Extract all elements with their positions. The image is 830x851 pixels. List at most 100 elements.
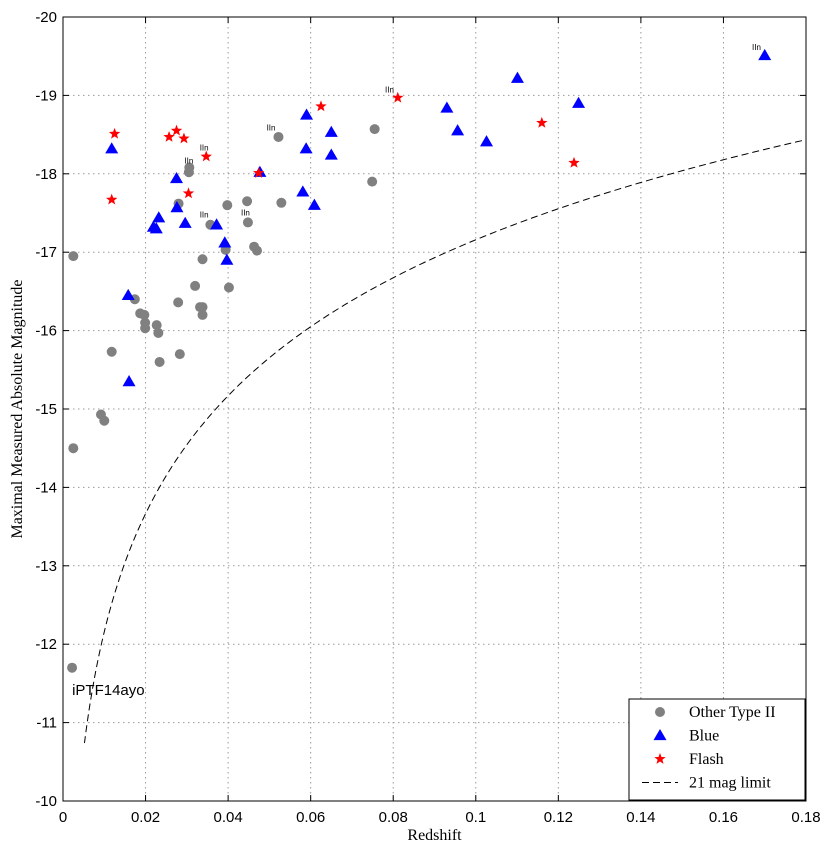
blue-point — [324, 125, 338, 137]
legend-label: 21 mag limit — [689, 775, 771, 792]
blue-point — [451, 124, 465, 136]
other-type-ii-point — [139, 309, 150, 320]
y-tick-label: -15 — [35, 401, 57, 418]
legend-swatch — [655, 707, 665, 717]
x-tick-label: 0 — [59, 809, 67, 826]
blue-point — [121, 288, 135, 300]
other-type-ii-point — [242, 217, 253, 228]
iin-label: IIn — [752, 43, 761, 52]
blue-point — [218, 236, 232, 248]
blue-point — [510, 71, 524, 83]
y-tick-label: -18 — [35, 166, 57, 183]
blue-point — [170, 172, 184, 184]
y-tick-label: -19 — [35, 87, 57, 104]
blue-point — [170, 201, 184, 213]
flash-point — [568, 156, 580, 168]
other-type-ii-point — [369, 124, 380, 135]
blue-point — [105, 142, 119, 154]
blue-point — [299, 142, 313, 154]
flash-point — [106, 193, 118, 205]
other-type-ii-point — [252, 245, 263, 256]
iin-label: IIn — [241, 208, 250, 217]
blue-point — [296, 185, 310, 197]
x-tick-label: 0.04 — [214, 809, 243, 826]
other-type-ii-point — [242, 196, 253, 207]
other-type-ii-point — [140, 323, 151, 334]
x-tick-label: 0.14 — [626, 809, 655, 826]
flash-point — [315, 100, 327, 112]
legend-label: Other Type II — [689, 704, 776, 721]
other-type-ii-point — [151, 320, 162, 331]
blue-point — [480, 135, 494, 147]
flash-point — [163, 130, 175, 142]
y-tick-label: -14 — [35, 479, 57, 496]
iin-label: IIn — [200, 211, 209, 220]
other-type-ii-point — [68, 251, 79, 262]
iin-label: IIn — [267, 124, 276, 133]
other-type-ii-point — [153, 327, 164, 338]
blue-point — [220, 253, 234, 265]
x-tick-label: 0.08 — [379, 809, 408, 826]
axis-ticks: 0 0.02 0.04 0.06 0.08 0.1 0.12 0.14 0.16 0.18 -10 -… — [35, 9, 820, 826]
y-tick-label: -12 — [35, 636, 57, 653]
grid — [63, 17, 806, 801]
other-type-ii-point — [273, 131, 284, 142]
object-label: iPTF14ayo — [72, 682, 145, 699]
x-tick-label: 0.18 — [791, 809, 820, 826]
flash-point — [170, 124, 183, 136]
y-tick-label: -10 — [35, 793, 57, 810]
blue-point — [758, 48, 772, 61]
blue-point — [324, 148, 338, 160]
x-axis-title: Redshift — [407, 827, 462, 844]
other-type-ii-point — [222, 200, 233, 211]
y-tick-label: -13 — [35, 558, 57, 575]
other-type-ii-point — [223, 282, 234, 293]
y-tick-label: -16 — [35, 323, 57, 340]
legend-label: Blue — [689, 728, 719, 745]
flash-point — [200, 150, 212, 162]
other-type-ii-point — [276, 197, 287, 208]
blue-point — [122, 375, 136, 387]
other-type-ii-point — [173, 297, 184, 308]
y-tick-label: -11 — [36, 715, 57, 732]
other-type-ii-point — [67, 662, 78, 673]
flash-point — [392, 91, 404, 103]
flash-point — [182, 187, 195, 199]
other-type-ii-point — [197, 309, 208, 320]
legend: Other Type II Blue Flash 21 mag limit — [628, 698, 806, 801]
iin-label: IIn — [385, 85, 394, 94]
limit-curve — [83, 139, 807, 744]
y-tick-label: -17 — [35, 244, 57, 261]
legend-swatch — [653, 729, 667, 741]
other-type-ii-point — [197, 302, 208, 313]
y-tick-label: -20 — [35, 9, 57, 26]
data-points — [67, 48, 772, 673]
limit-curve-layer — [83, 139, 807, 744]
other-type-ii-point — [68, 443, 79, 454]
flash-point — [108, 127, 121, 139]
x-tick-label: 0.06 — [296, 809, 325, 826]
other-type-ii-point — [106, 346, 117, 357]
other-type-ii-point — [197, 254, 208, 265]
flash-point — [252, 167, 265, 178]
flash-point — [536, 116, 548, 128]
other-type-ii-point — [190, 280, 201, 291]
x-tick-label: 0.16 — [709, 809, 738, 826]
blue-point — [178, 216, 192, 228]
blue-point — [440, 101, 454, 113]
legend-swatch — [654, 753, 666, 764]
legend-label: Flash — [689, 751, 724, 768]
other-type-ii-point — [154, 356, 165, 367]
other-type-ii-point — [99, 415, 110, 426]
other-type-ii-point — [367, 176, 378, 187]
x-tick-label: 0.02 — [131, 809, 160, 826]
annotations: IIn IIn IIn IIn IIn IIn IIn iPTF14ayo — [72, 43, 761, 699]
x-tick-label: 0.12 — [544, 809, 573, 826]
iin-label: IIn — [184, 157, 193, 166]
blue-point — [307, 198, 321, 210]
x-tick-label: 0.1 — [465, 809, 486, 826]
blue-point — [149, 222, 163, 234]
y-axis-title: Maximal Measured Absolute Magnitude — [9, 279, 26, 538]
blue-point — [300, 108, 314, 120]
